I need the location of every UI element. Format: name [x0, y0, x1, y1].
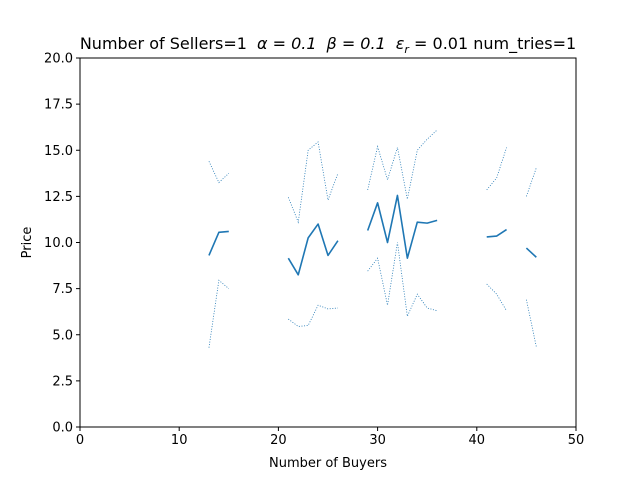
y-tick-label: 0.0: [52, 421, 73, 436]
x-axis-label: Number of Buyers: [269, 456, 387, 471]
band-line-2-segment-4: [526, 299, 537, 347]
mean-line-segment-2: [366, 194, 438, 259]
band-line-2-segment-0: [208, 279, 230, 348]
x-tick-label: 0: [76, 433, 84, 448]
band-line-2-segment-2: [367, 242, 438, 318]
x-tick-label: 10: [171, 433, 188, 448]
mean-line-segment-4: [525, 247, 537, 258]
band-line-1-segment-0: [208, 161, 230, 184]
x-tick-label: 40: [469, 433, 486, 448]
x-tick-label: 20: [270, 433, 287, 448]
mean-line-segment-1: [287, 223, 339, 276]
band-line-1-segment-2: [367, 129, 438, 200]
x-tick-label: 30: [369, 433, 386, 448]
x-axis-ticks: 0 10 20 30 40 50: [76, 427, 584, 448]
y-tick-label: 7.5: [52, 282, 73, 297]
y-tick-label: 15.0: [44, 144, 73, 159]
y-tick-label: 12.5: [44, 190, 73, 205]
y-tick-label: 10.0: [44, 236, 73, 251]
y-tick-label: 5.0: [52, 328, 73, 343]
y-tick-label: 2.5: [52, 374, 73, 389]
y-tick-label: 17.5: [44, 98, 73, 113]
x-tick-label: 50: [568, 433, 585, 448]
mean-line-segment-3: [486, 228, 507, 238]
mean-line-segment-0: [208, 230, 229, 256]
y-axis-ticks: 0.0 2.5 5.0 7.5 10.0 12.5 15.0 17.5 20.0: [44, 52, 80, 436]
band-line-1-segment-3: [486, 147, 507, 191]
chart-title: Number of Sellers=1 α = 0.1 β = 0.1 εr = 0.…: [80, 34, 576, 56]
y-axis-label: Price: [20, 227, 35, 259]
series-layer: [208, 129, 537, 348]
y-tick-label: 20.0: [44, 52, 73, 67]
